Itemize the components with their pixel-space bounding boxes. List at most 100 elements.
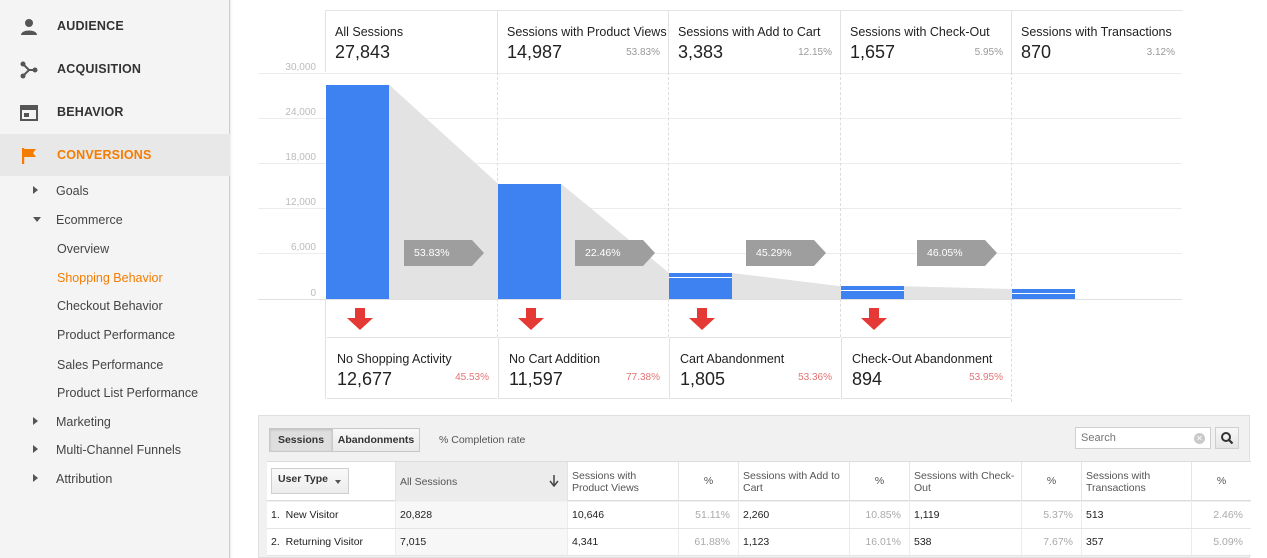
abandonment-no-cart-addition[interactable]: No Cart Addition 11,597 77.38% bbox=[498, 337, 668, 399]
nav-checkout-behavior[interactable]: Checkout Behavior bbox=[0, 293, 230, 319]
stage-check-out[interactable]: Sessions with Check-Out 1,657 5.95% bbox=[840, 10, 1011, 72]
table-row: 1. New Visitor 20,828 10,646 51.11% 2,26… bbox=[267, 502, 1251, 529]
abandonment-value: 1,805 bbox=[680, 369, 726, 389]
nav-shopping-behavior-label: Shopping Behavior bbox=[57, 271, 163, 285]
table-cell: 357 bbox=[1081, 529, 1191, 555]
row-user-type-link[interactable]: Returning Visitor bbox=[285, 536, 364, 548]
sidebar-shadow bbox=[229, 0, 233, 558]
column-header[interactable]: Sessions with Product Views bbox=[567, 462, 678, 501]
nav-behavior[interactable]: BEHAVIOR bbox=[0, 92, 230, 132]
nav-ecommerce[interactable]: Ecommerce bbox=[0, 207, 230, 233]
column-header[interactable]: % bbox=[1191, 462, 1251, 501]
funnel-bar[interactable] bbox=[669, 272, 732, 299]
column-header[interactable]: Sessions with Add to Cart bbox=[738, 462, 849, 501]
nav-attribution[interactable]: Attribution bbox=[0, 466, 230, 492]
nav-product-performance[interactable]: Product Performance bbox=[0, 322, 230, 348]
table-cell: 51.11% bbox=[678, 502, 738, 528]
nav-marketing[interactable]: Marketing bbox=[0, 409, 230, 435]
bar-divider bbox=[1012, 293, 1075, 294]
stage-label: Sessions with Transactions bbox=[1021, 25, 1172, 39]
conversion-rate-arrow: 46.05% bbox=[917, 240, 997, 266]
funnel-table: Sessions Abandonments % Completion rate … bbox=[258, 415, 1251, 558]
table-cell: 1,119 bbox=[909, 502, 1021, 528]
stage-value: 27,843 bbox=[335, 42, 391, 62]
nav-ecommerce-label: Ecommerce bbox=[56, 213, 123, 227]
conversion-rate-arrow: 45.29% bbox=[746, 240, 826, 266]
clear-icon[interactable]: ✕ bbox=[1194, 433, 1205, 444]
nav-acquisition[interactable]: ACQUISITION bbox=[0, 49, 230, 89]
y-tick-label: 30,000 bbox=[285, 62, 316, 73]
stage-label: Sessions with Check-Out bbox=[850, 25, 990, 39]
nav-attribution-label: Attribution bbox=[56, 472, 113, 486]
nav-multi-channel-label: Multi-Channel Funnels bbox=[56, 443, 182, 457]
gridline bbox=[258, 73, 1182, 74]
abandonment-cart[interactable]: Cart Abandonment 1,805 53.36% bbox=[669, 337, 840, 399]
row-dimension-cell: 1. New Visitor bbox=[267, 502, 395, 528]
sidebar: AUDIENCE ACQUISITION BEHAVIOR CONVERSION… bbox=[0, 0, 233, 558]
column-header[interactable]: % bbox=[678, 462, 738, 501]
nav-sales-performance[interactable]: Sales Performance bbox=[0, 352, 230, 378]
dimension-selector[interactable]: User Type bbox=[271, 468, 349, 494]
column-header[interactable]: Sessions with Check-Out bbox=[909, 462, 1021, 501]
stage-value: 14,987 bbox=[507, 42, 563, 62]
column-header[interactable]: All Sessions bbox=[395, 462, 567, 501]
column-divider bbox=[840, 72, 841, 337]
stage-add-to-cart[interactable]: Sessions with Add to Cart 3,383 12.15% bbox=[668, 10, 840, 72]
stage-percent: 3.12% bbox=[1146, 47, 1175, 58]
tab-sessions[interactable]: Sessions bbox=[269, 428, 333, 452]
baseline bbox=[258, 299, 1182, 300]
bar-divider bbox=[669, 276, 732, 278]
nav-product-list-performance-label: Product List Performance bbox=[57, 386, 199, 400]
row-dimension-cell: 2. Returning Visitor bbox=[267, 529, 395, 555]
column-divider bbox=[1011, 72, 1012, 402]
nav-audience[interactable]: AUDIENCE bbox=[0, 6, 230, 46]
y-tick-label: 24,000 bbox=[285, 107, 316, 118]
stage-label: All Sessions bbox=[335, 25, 404, 39]
stage-percent: 53.83% bbox=[626, 47, 660, 58]
abandonment-check-out[interactable]: Check-Out Abandonment 894 53.95% bbox=[841, 337, 1011, 399]
arrow-tip bbox=[985, 240, 997, 266]
funnel-bar[interactable] bbox=[326, 84, 389, 299]
nav-conversions[interactable]: CONVERSIONS bbox=[0, 134, 230, 176]
abandonment-value: 894 bbox=[852, 369, 883, 389]
nav-goals[interactable]: Goals bbox=[0, 178, 230, 204]
stage-all-sessions[interactable]: All Sessions 27,843 bbox=[325, 10, 497, 72]
nav-shopping-behavior[interactable]: Shopping Behavior bbox=[0, 265, 230, 291]
nav-overview[interactable]: Overview bbox=[0, 236, 230, 262]
column-header[interactable]: % bbox=[1021, 462, 1081, 501]
abandonment-label: No Shopping Activity bbox=[337, 352, 452, 366]
conversion-rate-arrow: 53.83% bbox=[404, 240, 484, 266]
column-divider bbox=[840, 10, 841, 72]
abandonment-no-shopping-activity[interactable]: No Shopping Activity 12,677 45.53% bbox=[327, 337, 497, 399]
search-input[interactable] bbox=[1076, 428, 1186, 448]
stage-value: 3,383 bbox=[678, 42, 724, 62]
row-number: 2. bbox=[271, 536, 280, 548]
stage-product-views[interactable]: Sessions with Product Views 14,987 53.83… bbox=[497, 10, 668, 72]
table-cell: 20,828 bbox=[395, 502, 567, 528]
row-user-type-link[interactable]: New Visitor bbox=[285, 509, 339, 521]
completion-rate-toggle[interactable]: % Completion rate bbox=[439, 434, 526, 446]
column-header[interactable]: % bbox=[849, 462, 909, 501]
stage-transactions[interactable]: Sessions with Transactions 870 3.12% bbox=[1011, 10, 1183, 72]
y-tick-label: 6,000 bbox=[290, 242, 316, 253]
tab-abandonments[interactable]: Abandonments bbox=[332, 428, 420, 452]
nav-conversions-label: CONVERSIONS bbox=[57, 148, 152, 162]
search-button[interactable] bbox=[1215, 427, 1239, 449]
table-cell: 7.67% bbox=[1021, 529, 1081, 555]
drop-off-arrow-icon bbox=[861, 308, 887, 330]
conversion-rate-label: 46.05% bbox=[927, 247, 963, 259]
drop-off-arrow-icon bbox=[347, 308, 373, 330]
table-cell: 4,341 bbox=[567, 529, 678, 555]
nav-product-list-performance[interactable]: Product List Performance bbox=[0, 380, 230, 406]
funnel-bar[interactable] bbox=[498, 183, 561, 299]
abandonment-percent: 53.95% bbox=[969, 372, 1003, 383]
column-header[interactable]: Sessions with Transactions bbox=[1081, 462, 1191, 501]
y-tick-label: 12,000 bbox=[285, 197, 316, 208]
nav-multi-channel-funnels[interactable]: Multi-Channel Funnels bbox=[0, 437, 230, 463]
nav-checkout-behavior-label: Checkout Behavior bbox=[57, 299, 163, 313]
gridline bbox=[258, 208, 1182, 209]
funnel-bar[interactable] bbox=[841, 286, 904, 299]
funnel-bar[interactable] bbox=[1012, 289, 1075, 299]
table-cell: 10.85% bbox=[849, 502, 909, 528]
chevron-right-icon bbox=[33, 186, 38, 194]
